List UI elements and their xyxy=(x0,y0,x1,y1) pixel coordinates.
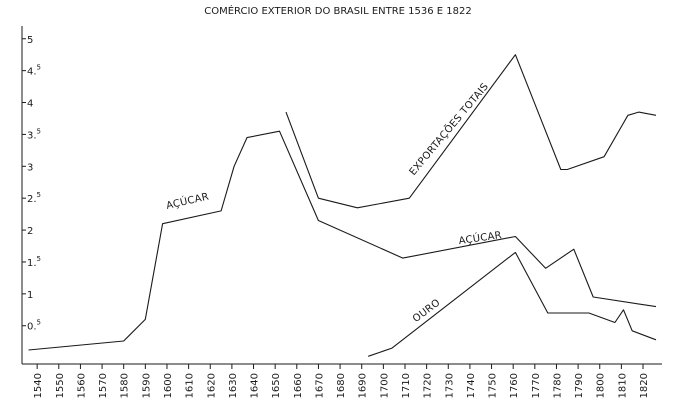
y-tick-label: 3 xyxy=(27,162,33,173)
y-tick-label: 2 xyxy=(27,226,33,237)
x-tick-label: 1600 xyxy=(163,373,174,398)
x-tick-label: 1710 xyxy=(401,373,412,398)
y-tick-label: 4.5 xyxy=(27,64,41,78)
series-line-exportacoes xyxy=(285,54,657,209)
x-tick-label: 1690 xyxy=(358,373,369,398)
y-tick-label: 3.5 xyxy=(27,127,41,141)
x-tick-label: 1780 xyxy=(552,373,563,398)
x-tick-label: 1760 xyxy=(509,373,520,398)
x-tick-label: 1660 xyxy=(293,373,304,398)
x-tick-label: 1580 xyxy=(120,373,131,398)
y-tick-label: 5 xyxy=(27,35,33,46)
y-tick-label-sup: 5 xyxy=(37,64,41,72)
x-tick-label: 1670 xyxy=(314,373,325,398)
x-tick-label: 1680 xyxy=(336,373,347,398)
y-tick-label-sup: 5 xyxy=(37,319,41,327)
y-tick-label: 1.5 xyxy=(27,255,41,269)
x-tick-label: 1590 xyxy=(141,373,152,398)
x-tick-label: 1540 xyxy=(33,373,44,398)
series-label-exportacoes: EXPORTAÇÕES TOTAIS xyxy=(406,80,491,178)
x-tick-label: 1790 xyxy=(574,373,585,398)
y-tick-label: 1 xyxy=(27,290,33,301)
x-tick-label: 1820 xyxy=(639,373,650,398)
x-tick-label: 1650 xyxy=(271,373,282,398)
x-tick-label: 1700 xyxy=(379,373,390,398)
y-tick-label-sup: 5 xyxy=(37,255,41,263)
x-tick-label: 1720 xyxy=(423,373,434,398)
chart-title: COMÉRCIO EXTERIOR DO BRASIL ENTRE 1536 E… xyxy=(204,4,472,17)
x-tick-label: 1620 xyxy=(206,373,217,398)
x-tick-label: 1610 xyxy=(185,373,196,398)
x-tick-label: 1560 xyxy=(76,373,87,398)
series-label-acucar: AÇÚCAR xyxy=(458,228,503,247)
x-tick-label: 1640 xyxy=(250,373,261,398)
y-tick-label: 2.5 xyxy=(27,191,41,205)
x-tick-label: 1740 xyxy=(466,373,477,398)
series-layer xyxy=(28,54,657,357)
x-tick-label: 1800 xyxy=(596,373,607,398)
x-tick-label: 1770 xyxy=(531,373,542,398)
series-label-acucar: AÇÚCAR xyxy=(165,189,210,211)
series-line-acucar xyxy=(28,130,657,351)
y-tick-label-sup: 5 xyxy=(37,127,41,135)
x-tick-label: 1750 xyxy=(488,373,499,398)
y-tick-label-sup: 5 xyxy=(37,191,41,199)
y-tick-label: 4 xyxy=(27,99,33,110)
x-tick-label: 1630 xyxy=(228,373,239,398)
x-tick-label: 1810 xyxy=(617,373,628,398)
x-tick-label: 1730 xyxy=(444,373,455,398)
x-tick-label: 1550 xyxy=(55,373,66,398)
series-line-ouro xyxy=(368,251,657,357)
x-tick-label: 1570 xyxy=(98,373,109,398)
y-tick-label: 0.5 xyxy=(27,319,41,333)
